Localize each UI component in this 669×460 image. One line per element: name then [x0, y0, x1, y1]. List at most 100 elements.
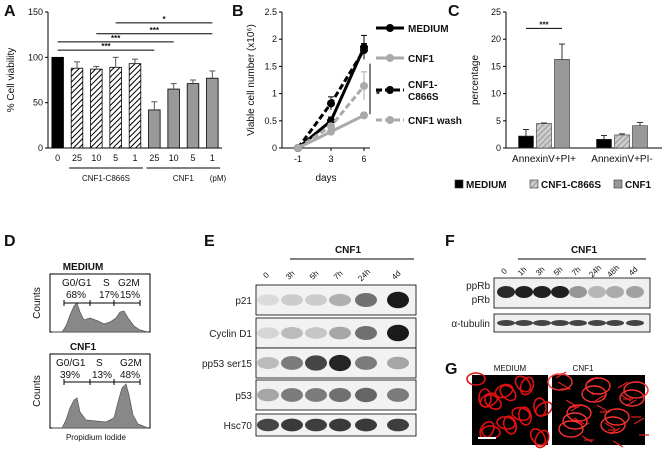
chart-b-growth: 0 0.5 1 1.5 2 2.5 -1 3 6 days Viable cell number (… [246, 7, 462, 184]
blot-e-header: CNF1 [335, 245, 362, 256]
chart-c-ytick-label: 0 [496, 143, 501, 153]
chart-c-legend-label: CNF1 [625, 180, 652, 191]
chart-c-legend-label: CNF1-C866S [541, 180, 601, 191]
blot-f-band [497, 286, 515, 298]
chart-b-xtick-label: -1 [294, 154, 302, 164]
chart-b-ytick-label: 1 [272, 89, 277, 99]
cell-outline [585, 377, 611, 395]
panel-letter-f: F [445, 233, 455, 250]
flow-medium-title: MEDIUM [63, 262, 104, 273]
flow-cnf1-counts-label: Counts [32, 375, 43, 407]
flow-cnf1-title: CNF1 [70, 342, 97, 353]
chart-a-bar [128, 63, 142, 149]
cell-outline [534, 429, 550, 449]
chart-a-bar [109, 66, 122, 149]
stress-fiber [633, 417, 645, 425]
chart-b-point [360, 111, 368, 120]
chart-b-xtick-label: 3 [328, 154, 333, 164]
chart-c-ytick-label: 5 [496, 116, 501, 126]
chart-a-group-label: CNF1-C866S [82, 174, 130, 183]
blot-e-band [305, 355, 327, 371]
blot-e-band [329, 326, 351, 340]
blot-e-band [257, 294, 279, 306]
blot-f-row-label: pRb [472, 295, 491, 306]
flow-medium-s-pct: 17% [99, 290, 119, 301]
chart-c-ytick-label: 25 [491, 7, 501, 17]
blot-e-band [257, 418, 279, 432]
panel-letter-g: G [445, 361, 457, 378]
western-blot-f: CNF1 0 1h 3h 5h 7h 24h 48h 4d ppRb pRb α-tubulin [451, 245, 651, 333]
flow-cnf1-g0g1-pct: 39% [60, 370, 80, 381]
cell-outline [566, 404, 592, 422]
blot-f-row-label: ppRb [466, 281, 490, 292]
blot-f-band [606, 286, 624, 298]
cell-outline [623, 381, 649, 399]
blot-e-band [281, 418, 303, 432]
blot-e-lane-label: 7h [332, 269, 345, 282]
chart-b-point [360, 46, 368, 55]
chart-b-legend-marker [386, 86, 394, 94]
chart-a-xtick-label: 10 [91, 153, 101, 163]
flow-cnf1-g2m-label: G2M [120, 358, 142, 369]
cell-outline [511, 406, 531, 422]
chart-c-ytick-label: 20 [491, 34, 501, 44]
chart-c-bar [536, 123, 552, 149]
blot-e-band [257, 388, 279, 402]
chart-b-legend-marker [386, 24, 394, 32]
blot-e-band [305, 294, 327, 306]
flow-medium-counts-label: Counts [32, 287, 43, 319]
chart-b-point [327, 99, 335, 108]
chart-a-ytick-label: 100 [28, 52, 43, 62]
chart-b-ytick-label: 1.5 [264, 61, 277, 71]
chart-b-sig-label: * [376, 90, 380, 101]
stress-fiber [570, 404, 582, 412]
cell-outline [496, 416, 516, 430]
blot-f-lane-label: 5h [552, 265, 565, 278]
chart-a-xtick-label: 10 [169, 153, 179, 163]
western-blot-e: CNF1 0 3h 5h 7h 24h 4d p21 Cyclin D1 pp53 ser15 p5… [202, 245, 417, 437]
chart-a-xtick-label: 1 [132, 153, 137, 163]
chart-b-point [294, 144, 302, 152]
stress-fiber [581, 435, 593, 443]
blot-e-band [257, 327, 279, 339]
flow-medium-g0g1-pct: 68% [66, 290, 86, 301]
blot-f-lane-label: 0 [499, 266, 509, 276]
microscopy-cnf1-label: CNF1 [573, 364, 594, 373]
blot-e-band [281, 388, 303, 402]
cell-outline [466, 372, 486, 386]
blot-e-band [305, 327, 327, 339]
chart-a-viability: 0 50 100 150 % Cell viability 0 25 10 5 1 25 10 5 1 CN… [6, 7, 227, 183]
cell-outline [533, 397, 547, 417]
blot-f-band [588, 286, 606, 298]
flow-medium-s-label: S [103, 278, 110, 289]
blot-e-band [281, 356, 303, 370]
blot-e-band [387, 388, 409, 402]
chart-b-xtick-label: 6 [361, 154, 366, 164]
cell-outline [529, 428, 547, 446]
stress-fiber [617, 381, 629, 389]
blot-f-band [626, 320, 644, 326]
stress-fiber [620, 394, 632, 402]
chart-c-xtick-label: AnnexinV+PI- [591, 154, 652, 165]
blot-e-band [355, 356, 377, 370]
stress-fiber [612, 440, 624, 448]
cell-outline [558, 420, 584, 438]
chart-b-legend-label: MEDIUM [408, 24, 449, 35]
chart-b-ylabel: Viable cell number (x10⁶) [246, 24, 257, 136]
panel-letter-b: B [232, 3, 244, 20]
cell-outline [562, 412, 588, 430]
chart-a-bar [206, 77, 219, 149]
blot-f-band [551, 320, 569, 326]
chart-b-legend-label: C866S [408, 92, 439, 103]
chart-c-apoptosis: 0 5 10 15 20 25 percentage AnnexinV+PI+ AnnexinV… [454, 7, 662, 191]
chart-a-ytick-label: 0 [38, 143, 43, 153]
chart-c-bar [614, 134, 630, 149]
cell-outline [604, 408, 630, 426]
chart-b-ytick-label: 0 [272, 143, 277, 153]
chart-a-sig-label: *** [111, 34, 121, 43]
blot-f-band [515, 286, 533, 298]
flow-cnf1-g2m-pct: 48% [120, 370, 140, 381]
blot-f-lane-label: 24h [587, 263, 603, 279]
chart-a-bar [186, 83, 200, 149]
